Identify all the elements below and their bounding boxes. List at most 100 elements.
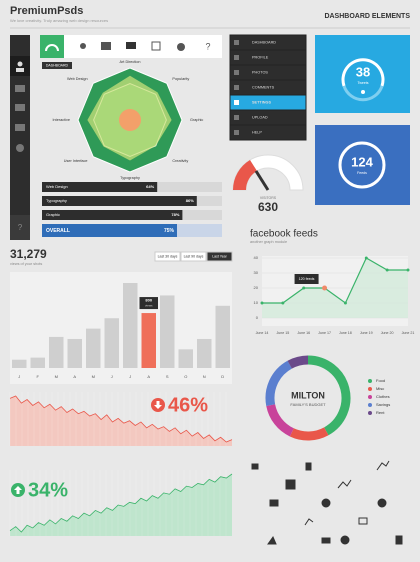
trend-arrow xyxy=(154,401,162,409)
bar xyxy=(30,357,45,368)
area-line xyxy=(9,395,233,443)
feeds-card[interactable] xyxy=(315,125,410,205)
icon-help[interactable]: ? xyxy=(205,41,210,51)
legend-swatch xyxy=(368,411,372,415)
icon-settings[interactable] xyxy=(151,41,161,51)
radar-label: Web Design xyxy=(67,77,88,81)
area-fill xyxy=(10,474,232,536)
icon-user[interactable] xyxy=(80,43,86,49)
progress-label: Web Design xyxy=(46,184,68,189)
bar xyxy=(141,313,156,368)
icon-help: ? xyxy=(18,223,23,232)
legend-swatch xyxy=(368,379,372,383)
menu-label[interactable]: PHOTOS xyxy=(252,71,268,75)
tooltip xyxy=(139,297,158,310)
trend-value: 34% xyxy=(28,479,68,501)
radar-label: Interactive xyxy=(52,118,70,122)
progress-label: Typography xyxy=(46,198,67,203)
menu-icon xyxy=(234,70,239,75)
x-tick-label: June 17 xyxy=(318,331,331,335)
icon-user xyxy=(17,61,23,67)
y-tick-label: 20 xyxy=(254,285,259,290)
progress-fill xyxy=(42,196,197,206)
tooltip-label: views xyxy=(145,303,153,307)
icon-settings[interactable] xyxy=(15,124,25,131)
icon-cloud[interactable] xyxy=(16,144,24,152)
menu-item[interactable] xyxy=(229,124,307,141)
line-point xyxy=(260,301,264,305)
tooltip-value: 800 xyxy=(145,298,152,303)
menu-icon xyxy=(234,40,239,45)
month-label: N xyxy=(203,374,206,379)
x-tick-label: June 21 xyxy=(402,331,415,335)
month-label: M xyxy=(55,374,58,379)
bar xyxy=(49,336,64,368)
menu-item[interactable] xyxy=(229,109,307,126)
bar xyxy=(123,283,138,368)
gauge-needle xyxy=(254,170,270,191)
icon-comment[interactable] xyxy=(126,42,136,49)
month-label: J xyxy=(129,374,131,379)
menu-label[interactable]: COMMENTS xyxy=(252,86,275,90)
range-button[interactable] xyxy=(154,251,181,262)
menu-label[interactable]: HELP xyxy=(252,131,262,135)
menu-label[interactable]: SETTINGS xyxy=(252,101,271,105)
range-button[interactable] xyxy=(180,251,207,262)
feeds-ring xyxy=(338,141,386,189)
tweets-value: 38 xyxy=(356,64,370,79)
donut-segment xyxy=(266,404,294,437)
legend-label: Food xyxy=(376,378,385,383)
menu-label[interactable]: DASHBOARD xyxy=(252,41,276,45)
section-title: DASHBOARD ELEMENTS xyxy=(324,13,410,20)
month-label: M xyxy=(92,374,95,379)
month-label: J xyxy=(18,374,20,379)
x-tick-label: June 20 xyxy=(381,331,394,335)
radar-label: Typography xyxy=(120,176,140,180)
month-label: F xyxy=(37,374,40,379)
radar-label: Art Direction xyxy=(120,60,141,64)
gauge-red-zone xyxy=(233,160,257,190)
bar xyxy=(104,318,119,368)
menu-item[interactable] xyxy=(229,64,307,81)
legend-label: Savings xyxy=(376,402,390,407)
donut-segment xyxy=(307,355,351,436)
donut-segment xyxy=(289,427,329,441)
line-point xyxy=(302,286,306,290)
overall-fill xyxy=(42,224,177,237)
range-button-label[interactable]: Last 30 days xyxy=(158,254,178,258)
icon-camera[interactable] xyxy=(101,42,111,50)
progress-fill xyxy=(42,210,183,220)
menu-label[interactable]: PROFILE xyxy=(252,56,269,60)
overall-label: OVERALL xyxy=(46,228,70,234)
x-tick-label: June 16 xyxy=(297,331,310,335)
donut-segment xyxy=(265,360,293,406)
bar-subtitle: views of your shots xyxy=(10,262,42,266)
menu-icon xyxy=(234,100,239,105)
range-button[interactable] xyxy=(206,251,233,262)
sidebar-help[interactable] xyxy=(10,215,30,240)
menu-label[interactable]: UPLOAD xyxy=(252,116,268,120)
menu-icon xyxy=(234,55,239,60)
icon-camera[interactable] xyxy=(15,85,25,92)
tab-active[interactable] xyxy=(40,35,64,58)
progress-value: 78% xyxy=(171,212,179,217)
donut-title: MILTON xyxy=(291,390,325,400)
tooltip xyxy=(294,274,319,284)
line-subtitle: another graph module xyxy=(250,240,287,244)
tweets-label: Tweets xyxy=(357,81,368,85)
progress-value: 64% xyxy=(146,184,154,189)
line-area xyxy=(262,258,408,318)
range-button-label[interactable]: Last Year xyxy=(212,254,227,258)
feeds-value: 124 xyxy=(351,154,373,169)
tagline: We love creativity. Truly amazing web de… xyxy=(10,18,108,23)
y-tick-label: 30 xyxy=(254,270,259,275)
icon-cloud[interactable] xyxy=(177,43,185,51)
brand: PremiumPsds xyxy=(10,5,83,17)
trend-value: 46% xyxy=(168,394,208,416)
month-label: A xyxy=(73,374,76,379)
progress-value: 86% xyxy=(186,198,194,203)
month-label: D xyxy=(221,374,224,379)
icon-comment[interactable] xyxy=(15,104,25,111)
range-button-label[interactable]: Last 90 days xyxy=(184,254,204,258)
tag-bg xyxy=(42,62,72,69)
